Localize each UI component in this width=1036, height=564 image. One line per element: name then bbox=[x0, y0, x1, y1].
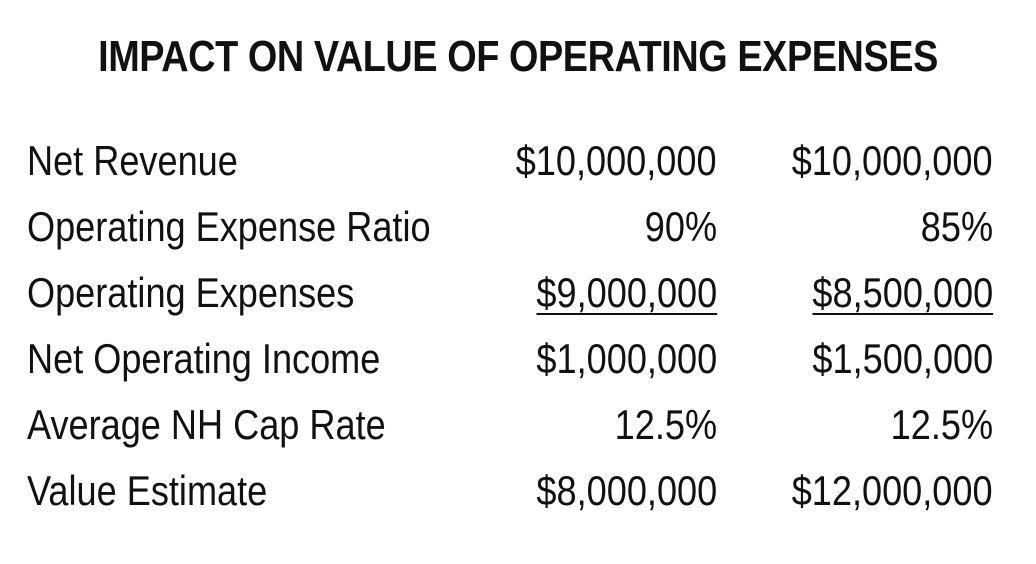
scenario-2-value: 85% bbox=[920, 203, 993, 250]
scenario-2-value: $8,500,000 bbox=[812, 269, 993, 316]
row-label: Operating Expense Ratio bbox=[27, 203, 431, 250]
scenario-2-value: 12.5% bbox=[890, 401, 993, 448]
scenario-2-value: $10,000,000 bbox=[792, 137, 993, 184]
scenario-1-value: 90% bbox=[644, 203, 717, 250]
row-label: Operating Expenses bbox=[27, 269, 355, 316]
table-row: Net Revenue $10,000,000 $10,000,000 bbox=[0, 133, 1036, 199]
page-title: IMPACT ON VALUE OF OPERATING EXPENSES bbox=[98, 32, 938, 81]
row-label: Value Estimate bbox=[27, 467, 268, 514]
row-label: Net Operating Income bbox=[27, 335, 381, 382]
row-label: Net Revenue bbox=[27, 137, 238, 184]
scenario-2-value: $1,500,000 bbox=[812, 335, 993, 382]
scenario-1-value: 12.5% bbox=[614, 401, 717, 448]
scenario-1-value: $8,000,000 bbox=[536, 467, 717, 514]
table-row: Value Estimate $8,000,000 $12,000,000 bbox=[0, 463, 1036, 529]
table-row: Operating Expense Ratio 90% 85% bbox=[0, 199, 1036, 265]
scenario-2-value: $12,000,000 bbox=[792, 467, 993, 514]
scenario-1-value: $9,000,000 bbox=[536, 269, 717, 316]
scenario-1-value: $10,000,000 bbox=[516, 137, 717, 184]
table-row: Operating Expenses $9,000,000 $8,500,000 bbox=[0, 265, 1036, 331]
row-label: Average NH Cap Rate bbox=[27, 401, 386, 448]
scenario-1-value: $1,000,000 bbox=[536, 335, 717, 382]
table-row: Net Operating Income $1,000,000 $1,500,0… bbox=[0, 331, 1036, 397]
table-row: Average NH Cap Rate 12.5% 12.5% bbox=[0, 397, 1036, 463]
